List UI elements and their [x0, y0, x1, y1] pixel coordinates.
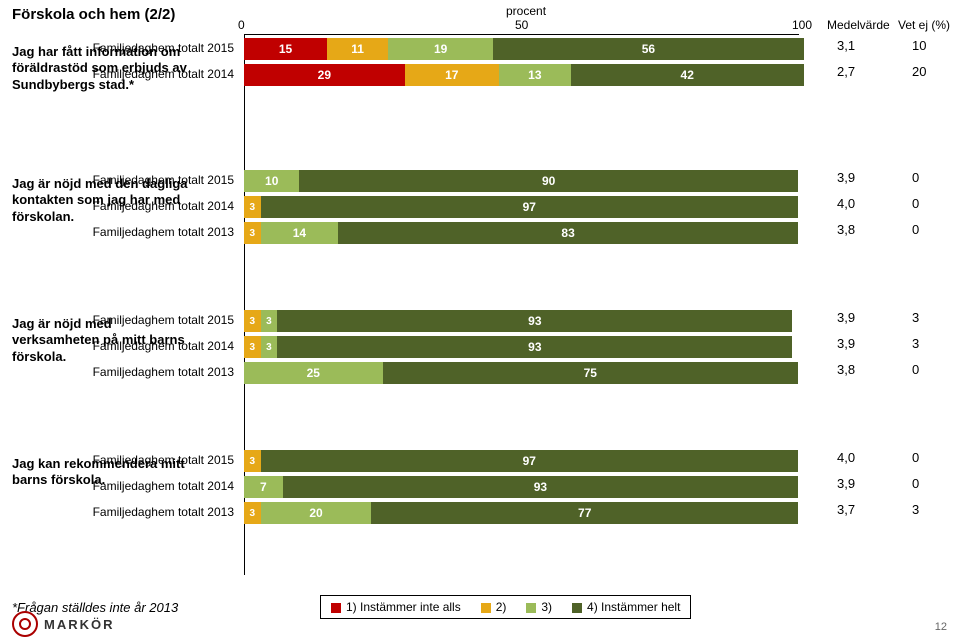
stacked-bar: 031483	[244, 222, 798, 244]
bar-row-label: Familjedaghem totalt 2015	[0, 453, 234, 467]
axis-tick: 100	[792, 18, 812, 32]
stacked-bar: 03393	[244, 336, 798, 358]
bar-segment: 42	[571, 64, 804, 86]
value-vet-ej: 3	[912, 502, 919, 517]
bar-segment: 56	[493, 38, 803, 60]
legend-label: 3)	[541, 600, 552, 614]
value-vet-ej: 0	[912, 170, 919, 185]
bar-segment: 3	[261, 310, 278, 332]
legend-label: 4) Instämmer helt	[587, 600, 680, 614]
bar-segment: 93	[277, 336, 792, 358]
legend-swatch-icon	[481, 603, 491, 613]
chart-legend: 1) Instämmer inte alls 2) 3) 4) Instämmer h…	[320, 595, 691, 619]
value-medelvarde: 3,9	[837, 336, 855, 351]
stacked-bar: 03393	[244, 310, 798, 332]
bar-row-label: Familjedaghem totalt 2013	[0, 225, 234, 239]
stacked-bar: 15111956	[244, 38, 798, 60]
bar-row-label: Familjedaghem totalt 2014	[0, 479, 234, 493]
stacked-bar: 0793	[244, 476, 798, 498]
axis-tick: 0	[238, 18, 245, 32]
axis-tick: 50	[515, 18, 528, 32]
value-medelvarde: 3,7	[837, 502, 855, 517]
value-medelvarde: 3,8	[837, 362, 855, 377]
value-vet-ej: 0	[912, 362, 919, 377]
legend-item: 3)	[526, 600, 552, 614]
bar-segment: 11	[327, 38, 388, 60]
stacked-bar: 0397	[244, 196, 798, 218]
stacked-bar: 02575	[244, 362, 798, 384]
bar-segment: 97	[261, 450, 798, 472]
axis-title: procent	[506, 4, 546, 18]
bar-segment: 29	[244, 64, 405, 86]
value-vet-ej: 0	[912, 196, 919, 211]
bar-row-label: Familjedaghem totalt 2015	[0, 173, 234, 187]
bar-segment: 3	[244, 502, 261, 524]
value-vet-ej: 0	[912, 222, 919, 237]
report-page: Förskola och hem (2/2) procent Medelvärd…	[0, 0, 959, 639]
value-medelvarde: 4,0	[837, 450, 855, 465]
bar-segment: 93	[277, 310, 792, 332]
stacked-bar: 29171342	[244, 64, 798, 86]
bar-segment: 15	[244, 38, 327, 60]
bar-segment: 93	[283, 476, 798, 498]
bar-segment: 17	[405, 64, 499, 86]
bar-segment: 77	[371, 502, 798, 524]
bar-row-label: Familjedaghem totalt 2013	[0, 505, 234, 519]
page-number: 12	[935, 621, 947, 633]
value-vet-ej: 0	[912, 476, 919, 491]
bar-segment: 3	[244, 196, 261, 218]
legend-label: 2)	[496, 600, 507, 614]
value-vet-ej: 20	[912, 64, 926, 79]
stacked-bar: 01090	[244, 170, 798, 192]
bar-segment: 83	[338, 222, 798, 244]
value-medelvarde: 3,8	[837, 222, 855, 237]
value-vet-ej: 3	[912, 336, 919, 351]
bar-segment: 75	[383, 362, 799, 384]
bar-segment: 3	[261, 336, 278, 358]
bar-segment: 3	[244, 450, 261, 472]
bar-segment: 7	[244, 476, 283, 498]
logo-mark-icon	[12, 611, 38, 637]
bar-segment: 3	[244, 222, 261, 244]
bar-row-label: Familjedaghem totalt 2014	[0, 339, 234, 353]
bar-segment: 19	[388, 38, 493, 60]
value-vet-ej: 0	[912, 450, 919, 465]
value-medelvarde: 3,9	[837, 476, 855, 491]
bar-row-label: Familjedaghem totalt 2015	[0, 41, 234, 55]
logo-text: MARKÖR	[44, 617, 115, 632]
bar-row-label: Familjedaghem totalt 2013	[0, 365, 234, 379]
legend-item: 4) Instämmer helt	[572, 600, 680, 614]
value-medelvarde: 2,7	[837, 64, 855, 79]
value-medelvarde: 3,9	[837, 170, 855, 185]
bar-segment: 13	[499, 64, 571, 86]
value-medelvarde: 4,0	[837, 196, 855, 211]
bar-segment: 90	[299, 170, 798, 192]
bar-segment: 97	[261, 196, 798, 218]
value-medelvarde: 3,1	[837, 38, 855, 53]
bar-row-label: Familjedaghem totalt 2014	[0, 199, 234, 213]
legend-swatch-icon	[572, 603, 582, 613]
bar-segment: 14	[261, 222, 339, 244]
bar-row-label: Familjedaghem totalt 2014	[0, 67, 234, 81]
bar-segment: 3	[244, 310, 261, 332]
legend-swatch-icon	[526, 603, 536, 613]
bar-segment: 25	[244, 362, 383, 384]
legend-label: 1) Instämmer inte alls	[346, 600, 461, 614]
value-medelvarde: 3,9	[837, 310, 855, 325]
bar-segment: 20	[261, 502, 372, 524]
bar-segment: 3	[244, 336, 261, 358]
bar-segment: 10	[244, 170, 299, 192]
legend-item: 1) Instämmer inte alls	[331, 600, 461, 614]
legend-swatch-icon	[331, 603, 341, 613]
value-vet-ej: 3	[912, 310, 919, 325]
logo: MARKÖR	[12, 611, 115, 637]
stacked-bar: 0397	[244, 450, 798, 472]
value-vet-ej: 10	[912, 38, 926, 53]
bar-row-label: Familjedaghem totalt 2015	[0, 313, 234, 327]
stacked-bar: 032077	[244, 502, 798, 524]
legend-item: 2)	[481, 600, 507, 614]
